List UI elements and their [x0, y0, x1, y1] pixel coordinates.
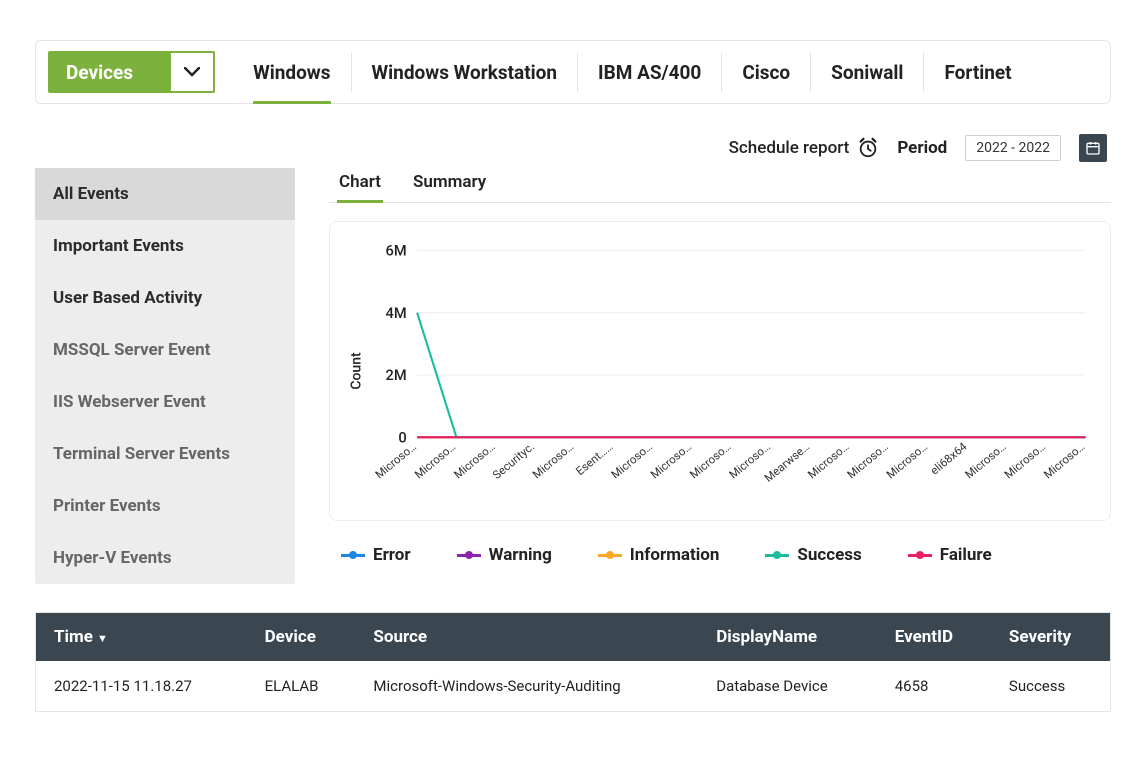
col-device[interactable]: Device — [247, 613, 356, 662]
period-value[interactable]: 2022 - 2022 — [965, 135, 1061, 161]
schedule-report-link[interactable]: Schedule report — [729, 137, 880, 159]
sidebar-item-hyper-v-events[interactable]: Hyper-V Events — [35, 532, 295, 584]
nav-item-fortinet[interactable]: Fortinet — [923, 53, 1031, 92]
sort-caret-icon: ▼ — [97, 632, 108, 645]
devices-dropdown[interactable]: Devices — [48, 51, 215, 93]
legend-item-information[interactable]: Information — [598, 545, 720, 565]
sidebar-item-terminal-server-events[interactable]: Terminal Server Events — [35, 428, 295, 480]
chart-legend: Error Warning Information Success Failure — [329, 545, 1111, 565]
legend-item-failure[interactable]: Failure — [908, 545, 992, 565]
svg-text:Microso…: Microso… — [1001, 439, 1048, 481]
svg-text:Microso…: Microso… — [608, 439, 655, 481]
col-severity[interactable]: Severity — [991, 613, 1111, 662]
svg-text:Microso…: Microso… — [1041, 439, 1088, 481]
main-grid: All EventsImportant EventsUser Based Act… — [35, 168, 1111, 584]
chart-tab-summary[interactable]: Summary — [411, 168, 488, 202]
table-header-row: Time▼DeviceSourceDisplayNameEventIDSever… — [36, 613, 1111, 662]
col-eventid[interactable]: EventID — [877, 613, 991, 662]
legend-swatch-icon — [341, 554, 365, 557]
svg-text:Microso…: Microso… — [412, 439, 459, 481]
nav-items: WindowsWindows WorkstationIBM AS/400Cisc… — [233, 53, 1032, 92]
table-cell: 4658 — [877, 661, 991, 712]
svg-text:Microso…: Microso… — [687, 439, 734, 481]
events-table: Time▼DeviceSourceDisplayNameEventIDSever… — [35, 612, 1111, 712]
svg-text:Microso…: Microso… — [805, 439, 852, 481]
svg-text:2M: 2M — [386, 366, 407, 384]
col-displayname[interactable]: DisplayName — [698, 613, 877, 662]
nav-item-windows[interactable]: Windows — [233, 53, 350, 92]
nav-item-windows-workstation[interactable]: Windows Workstation — [351, 53, 578, 92]
legend-item-warning[interactable]: Warning — [457, 545, 552, 565]
legend-swatch-icon — [457, 554, 481, 557]
legend-item-error[interactable]: Error — [341, 545, 411, 565]
sidebar-item-mssql-server-event[interactable]: MSSQL Server Event — [35, 324, 295, 376]
svg-text:Microso…: Microso… — [372, 439, 419, 481]
table-cell: Microsoft-Windows-Security-Auditing — [355, 661, 698, 712]
svg-text:Microso…: Microso… — [962, 439, 1009, 481]
sidebar: All EventsImportant EventsUser Based Act… — [35, 168, 295, 584]
chart-tab-chart[interactable]: Chart — [337, 168, 383, 203]
col-source[interactable]: Source — [355, 613, 698, 662]
svg-text:Microso…: Microso… — [648, 439, 695, 481]
svg-text:Microso…: Microso… — [451, 439, 498, 481]
legend-label: Error — [373, 545, 411, 565]
svg-text:Microso…: Microso… — [844, 439, 891, 481]
y-axis-label: Count — [349, 352, 365, 389]
chevron-down-icon — [171, 53, 213, 91]
chart-svg: 02M4M6MMicroso…Microso…Microso…Securityc… — [344, 240, 1096, 510]
sidebar-item-all-events[interactable]: All Events — [35, 168, 295, 220]
devices-dropdown-label: Devices — [50, 53, 171, 91]
sidebar-item-printer-events[interactable]: Printer Events — [35, 480, 295, 532]
chart-box: Count 02M4M6MMicroso…Microso…Microso…Sec… — [329, 221, 1111, 521]
sidebar-item-important-events[interactable]: Important Events — [35, 220, 295, 272]
col-time[interactable]: Time▼ — [36, 613, 247, 662]
sidebar-item-user-based-activity[interactable]: User Based Activity — [35, 272, 295, 324]
nav-item-ibm-as-400[interactable]: IBM AS/400 — [577, 53, 721, 92]
period-label: Period — [897, 138, 947, 158]
nav-item-cisco[interactable]: Cisco — [721, 53, 810, 92]
legend-label: Success — [797, 545, 861, 565]
svg-text:4M: 4M — [386, 304, 407, 322]
svg-text:Securityc.: Securityc. — [490, 439, 537, 482]
legend-swatch-icon — [765, 554, 789, 557]
nav-item-soniwall[interactable]: Soniwall — [810, 53, 923, 92]
top-nav: Devices WindowsWindows WorkstationIBM AS… — [35, 40, 1111, 104]
svg-text:Microso…: Microso… — [530, 439, 577, 481]
legend-label: Information — [630, 545, 720, 565]
controls-row: Schedule report Period 2022 - 2022 — [35, 134, 1111, 162]
schedule-report-label: Schedule report — [729, 138, 850, 158]
table-cell: Database Device — [698, 661, 877, 712]
alarm-clock-icon — [857, 137, 879, 159]
legend-label: Failure — [940, 545, 992, 565]
table-row[interactable]: 2022-11-15 11.18.27ELALABMicrosoft-Windo… — [36, 661, 1111, 712]
legend-label: Warning — [489, 545, 552, 565]
legend-swatch-icon — [598, 554, 622, 557]
calendar-button[interactable] — [1079, 134, 1107, 162]
sidebar-item-iis-webserver-event[interactable]: IIS Webserver Event — [35, 376, 295, 428]
table-cell: 2022-11-15 11.18.27 — [36, 661, 247, 712]
table-cell: ELALAB — [247, 661, 356, 712]
table-cell: Success — [991, 661, 1111, 712]
chart-panel: ChartSummary Count 02M4M6MMicroso…Micros… — [329, 168, 1111, 584]
legend-item-success[interactable]: Success — [765, 545, 861, 565]
svg-text:6M: 6M — [386, 242, 407, 260]
legend-swatch-icon — [908, 554, 932, 557]
table-body: 2022-11-15 11.18.27ELALABMicrosoft-Windo… — [36, 661, 1111, 712]
svg-text:Microso…: Microso… — [883, 439, 930, 481]
chart-tabs: Chart Summary — [329, 168, 1111, 203]
